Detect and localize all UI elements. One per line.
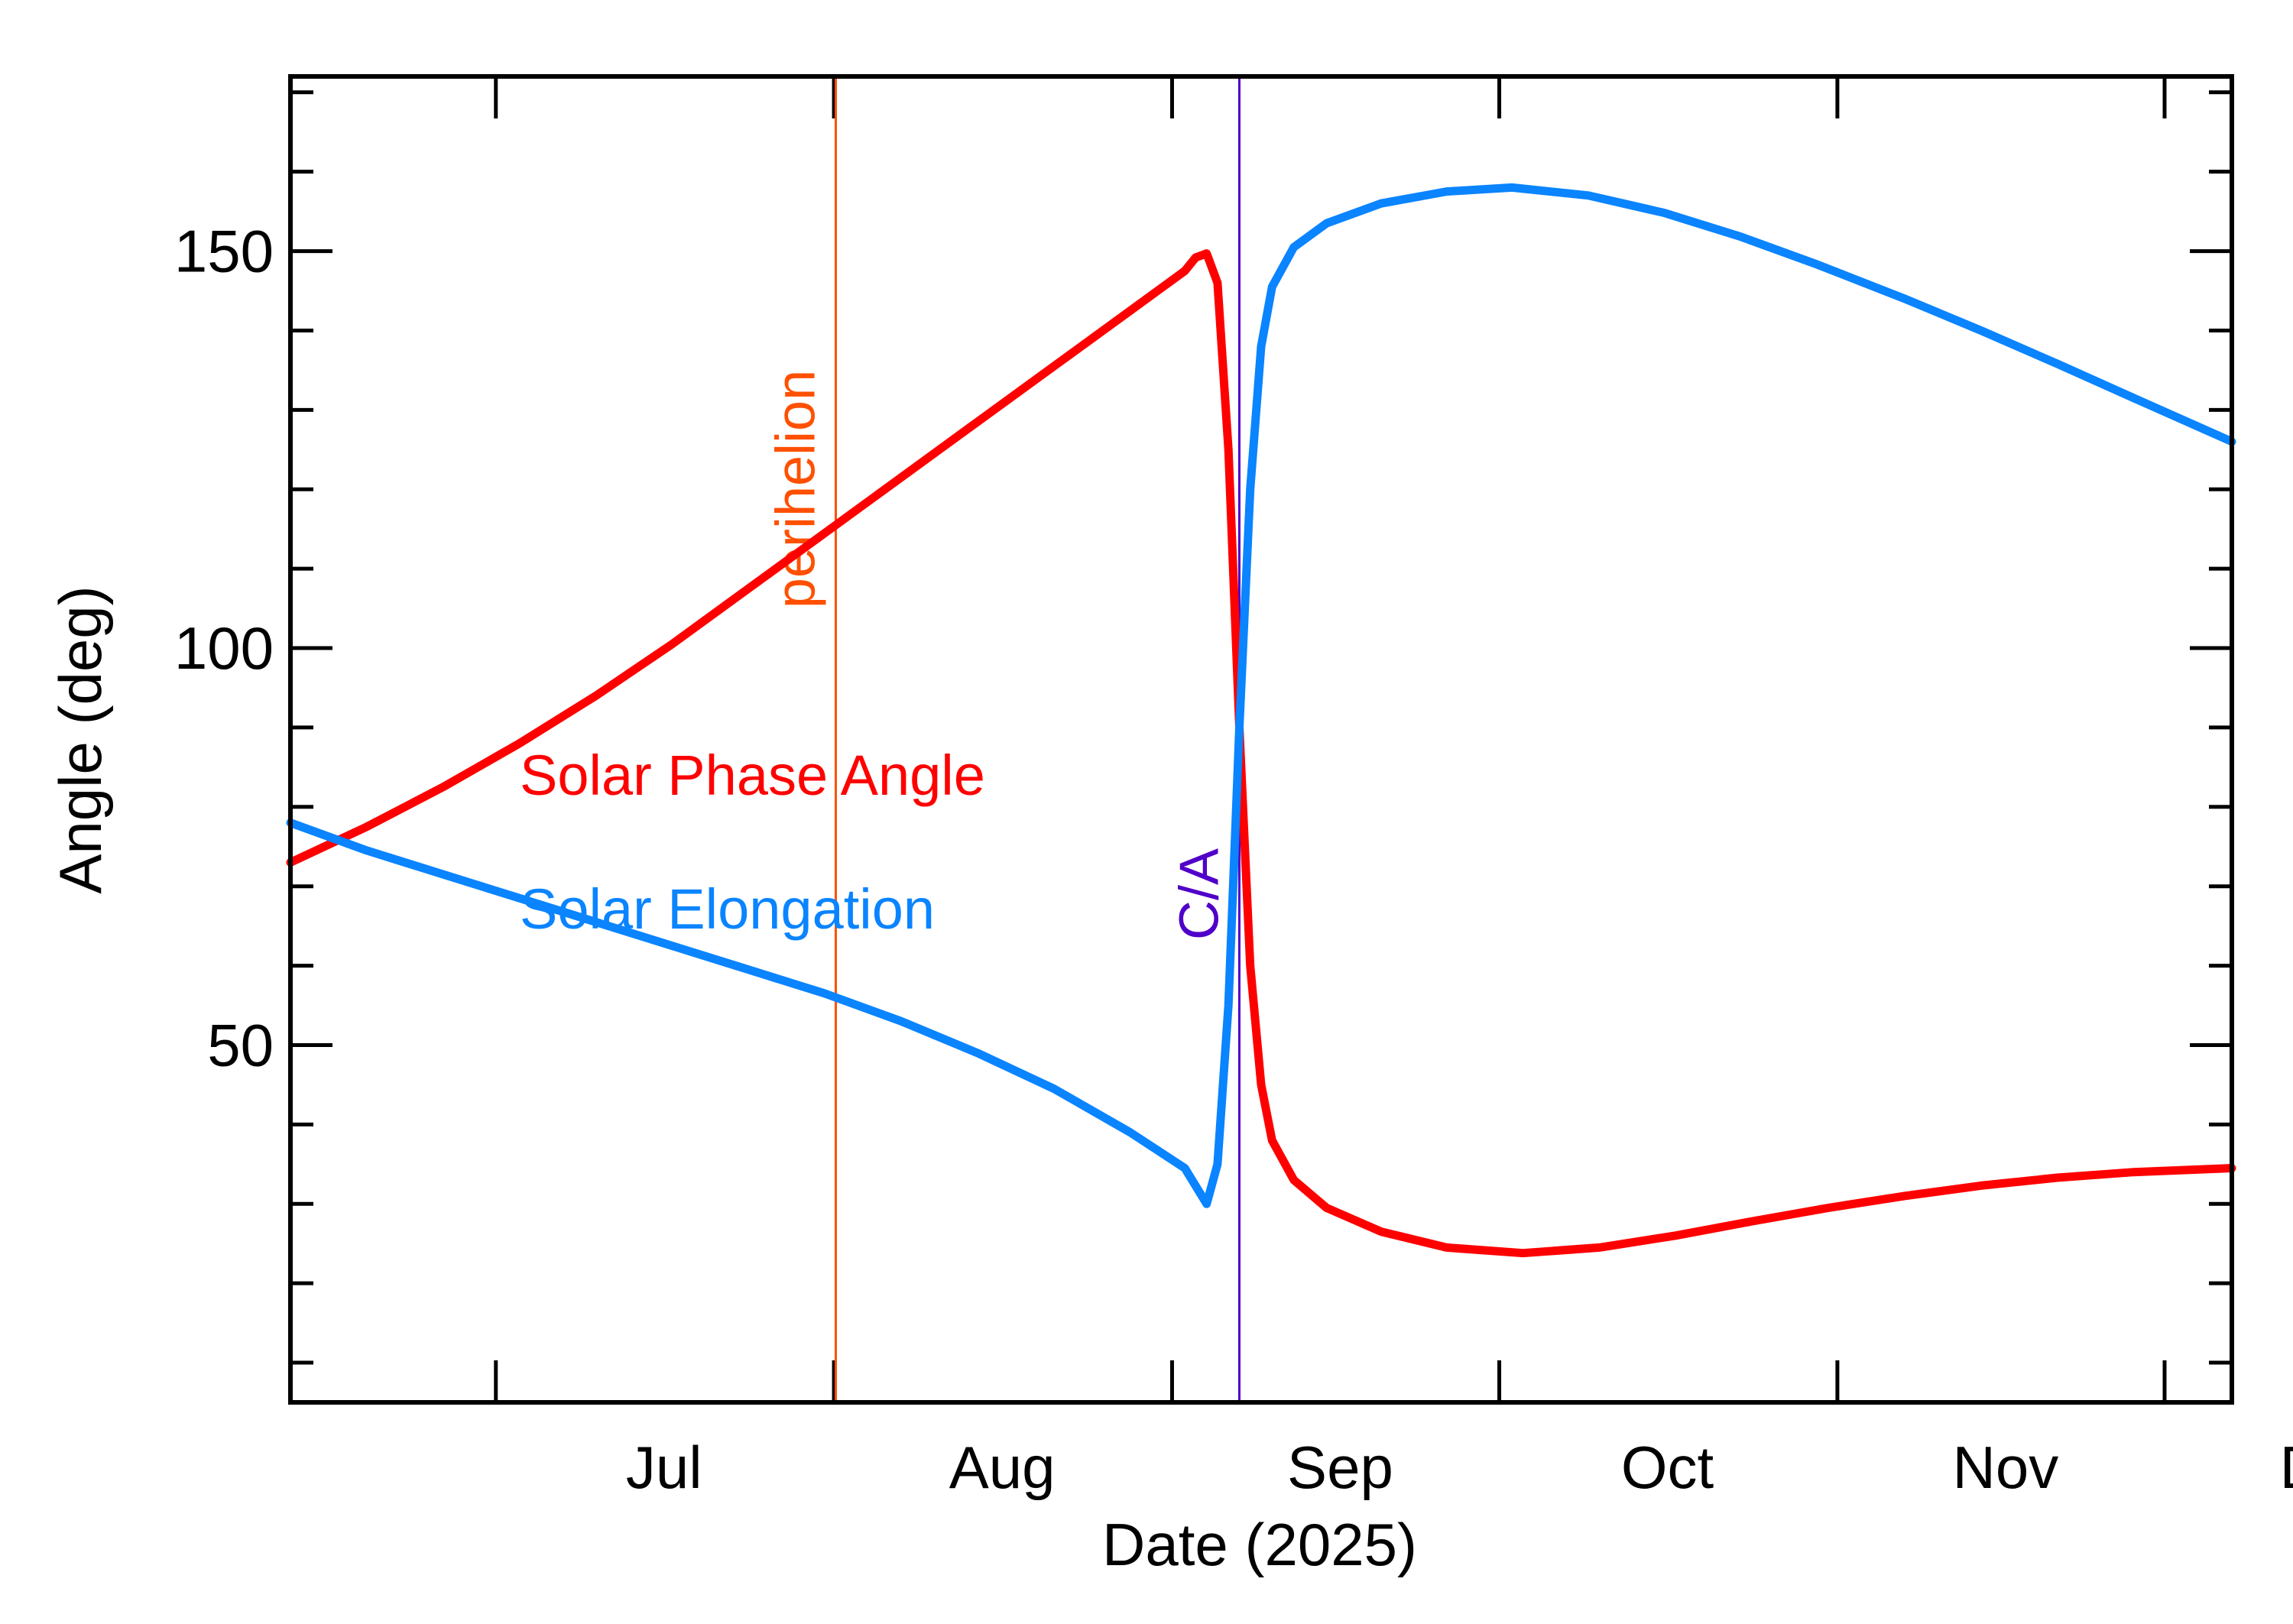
x-tick-label: Sep — [1287, 1434, 1393, 1501]
x-tick-label: Oct — [1621, 1434, 1714, 1501]
x-tick-label: Aug — [949, 1434, 1056, 1501]
y-axis-title: Angle (deg) — [47, 585, 114, 893]
series-labels: Solar Phase Angle Solar Elongation — [520, 744, 985, 941]
series-label: Solar Phase Angle — [520, 744, 985, 807]
x-tick-label: Nov — [1953, 1434, 2059, 1501]
series-lines — [286, 183, 2236, 1258]
x-tick-label: Dec — [2280, 1434, 2293, 1501]
y-tick-label: 50 — [207, 1011, 274, 1078]
y-tick-label: 100 — [174, 614, 274, 682]
x-axis-title: Date (2025) — [1102, 1511, 1417, 1578]
plot-frame — [288, 74, 2234, 1405]
x-tick-label: Jul — [626, 1434, 702, 1501]
series-line — [286, 183, 2236, 1208]
tick-labels: Jul Aug Sep Oct Nov Dec 50 100 150 — [174, 218, 2293, 1501]
y-tick-label: 150 — [174, 218, 274, 285]
axis-ticks — [290, 76, 2232, 1402]
series-label: Solar Elongation — [520, 877, 935, 941]
marker-label: C/A — [1169, 848, 1230, 940]
